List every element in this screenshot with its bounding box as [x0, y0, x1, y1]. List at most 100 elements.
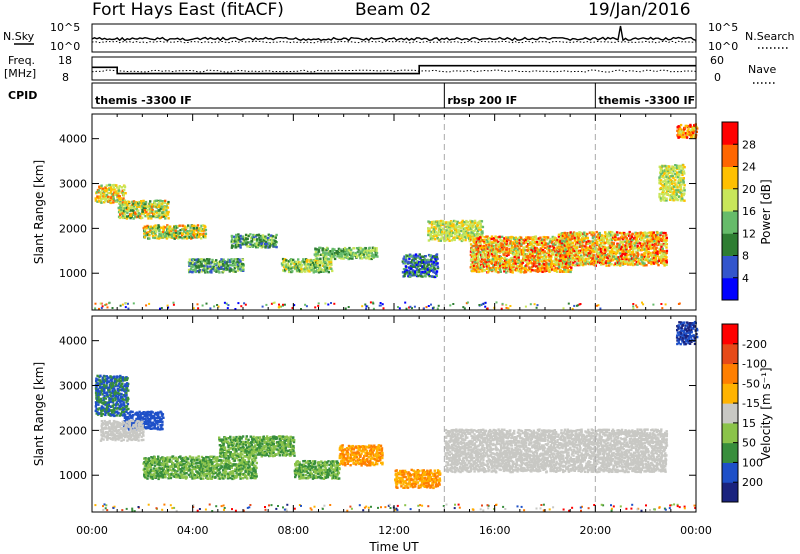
data-cell — [523, 271, 526, 274]
data-cell — [564, 255, 567, 258]
data-cell — [246, 241, 250, 244]
data-cell — [514, 249, 518, 253]
data-cell — [481, 253, 484, 256]
data-cell — [507, 238, 510, 241]
data-cell — [233, 267, 236, 270]
data-cell — [585, 242, 588, 246]
ground-cell — [148, 302, 151, 305]
data-cell — [370, 257, 373, 261]
data-cell — [614, 238, 617, 242]
ground-cell — [216, 304, 219, 306]
data-cell — [116, 387, 119, 390]
data-cell — [481, 256, 484, 259]
data-cell — [478, 232, 481, 236]
data-cell — [408, 261, 412, 264]
data-cell — [558, 257, 562, 261]
data-cell — [578, 255, 582, 259]
data-cell — [371, 246, 375, 249]
data-cell — [198, 234, 201, 237]
data-cell — [610, 263, 613, 266]
data-cell — [360, 250, 363, 253]
data-cell — [304, 270, 307, 273]
data-cell — [100, 192, 103, 195]
data-cell — [156, 205, 159, 208]
data-cell — [470, 263, 473, 266]
data-cell — [149, 229, 152, 232]
data-cell — [461, 235, 464, 238]
data-cell — [122, 401, 125, 404]
data-cell — [631, 238, 634, 242]
data-cell — [456, 226, 459, 229]
data-cell — [166, 230, 169, 233]
data-cell — [551, 266, 554, 269]
data-cell — [97, 398, 101, 401]
data-cell — [107, 380, 111, 384]
data-cell — [340, 249, 343, 253]
data-cell — [151, 234, 155, 238]
data-cell — [435, 270, 439, 273]
data-cell — [222, 262, 225, 265]
data-cell — [551, 235, 554, 239]
data-cell — [430, 256, 433, 259]
data-cell — [481, 231, 484, 235]
data-cell — [631, 232, 634, 236]
data-cell — [453, 233, 457, 236]
data-cell — [188, 232, 192, 235]
data-cell — [94, 197, 97, 200]
data-cell — [359, 254, 363, 258]
data-cell — [425, 272, 429, 275]
data-cell — [476, 270, 479, 273]
data-cell — [249, 243, 252, 246]
data-cell — [480, 257, 484, 261]
data-cell — [272, 239, 275, 242]
data-cell — [209, 265, 212, 268]
data-cell — [529, 241, 532, 244]
data-cell — [558, 243, 561, 247]
data-cell — [534, 262, 537, 265]
data-cell — [656, 262, 659, 265]
data-cell — [579, 254, 583, 257]
data-cell — [149, 418, 152, 421]
data-cell — [448, 239, 451, 242]
data-cell — [677, 128, 680, 131]
data-cell — [672, 199, 676, 202]
data-cell — [324, 260, 327, 264]
data-cell — [630, 241, 633, 244]
data-cell — [328, 261, 331, 264]
data-cell — [442, 221, 445, 224]
ground-cell — [632, 307, 635, 310]
data-cell — [462, 231, 466, 234]
data-cell — [115, 414, 118, 417]
data-cell — [641, 242, 644, 245]
data-cell — [255, 239, 259, 243]
data-cell — [596, 248, 599, 251]
data-cell — [115, 395, 118, 398]
data-cell — [478, 226, 481, 230]
ground-cell — [111, 307, 114, 309]
data-cell — [367, 256, 370, 259]
data-cell — [665, 199, 668, 202]
data-cell — [236, 243, 239, 246]
data-cell — [107, 412, 110, 415]
data-cell — [511, 256, 514, 260]
data-cell — [107, 401, 110, 404]
data-cell — [543, 238, 546, 242]
data-cell — [522, 241, 526, 245]
data-cell — [631, 248, 635, 251]
data-cell — [368, 257, 371, 261]
data-cell — [150, 421, 153, 425]
data-cell — [536, 270, 540, 273]
colorbar-swatch — [722, 144, 738, 167]
data-cell — [476, 229, 480, 232]
data-cell — [568, 263, 571, 266]
data-cell — [419, 275, 423, 278]
data-cell — [470, 258, 473, 261]
data-cell — [585, 253, 588, 257]
data-cell — [184, 235, 187, 238]
data-cell — [477, 266, 480, 269]
data-cell — [376, 255, 379, 258]
data-cell — [527, 247, 530, 250]
data-cell — [495, 236, 498, 239]
data-cell — [692, 131, 695, 135]
data-cell — [104, 379, 108, 383]
